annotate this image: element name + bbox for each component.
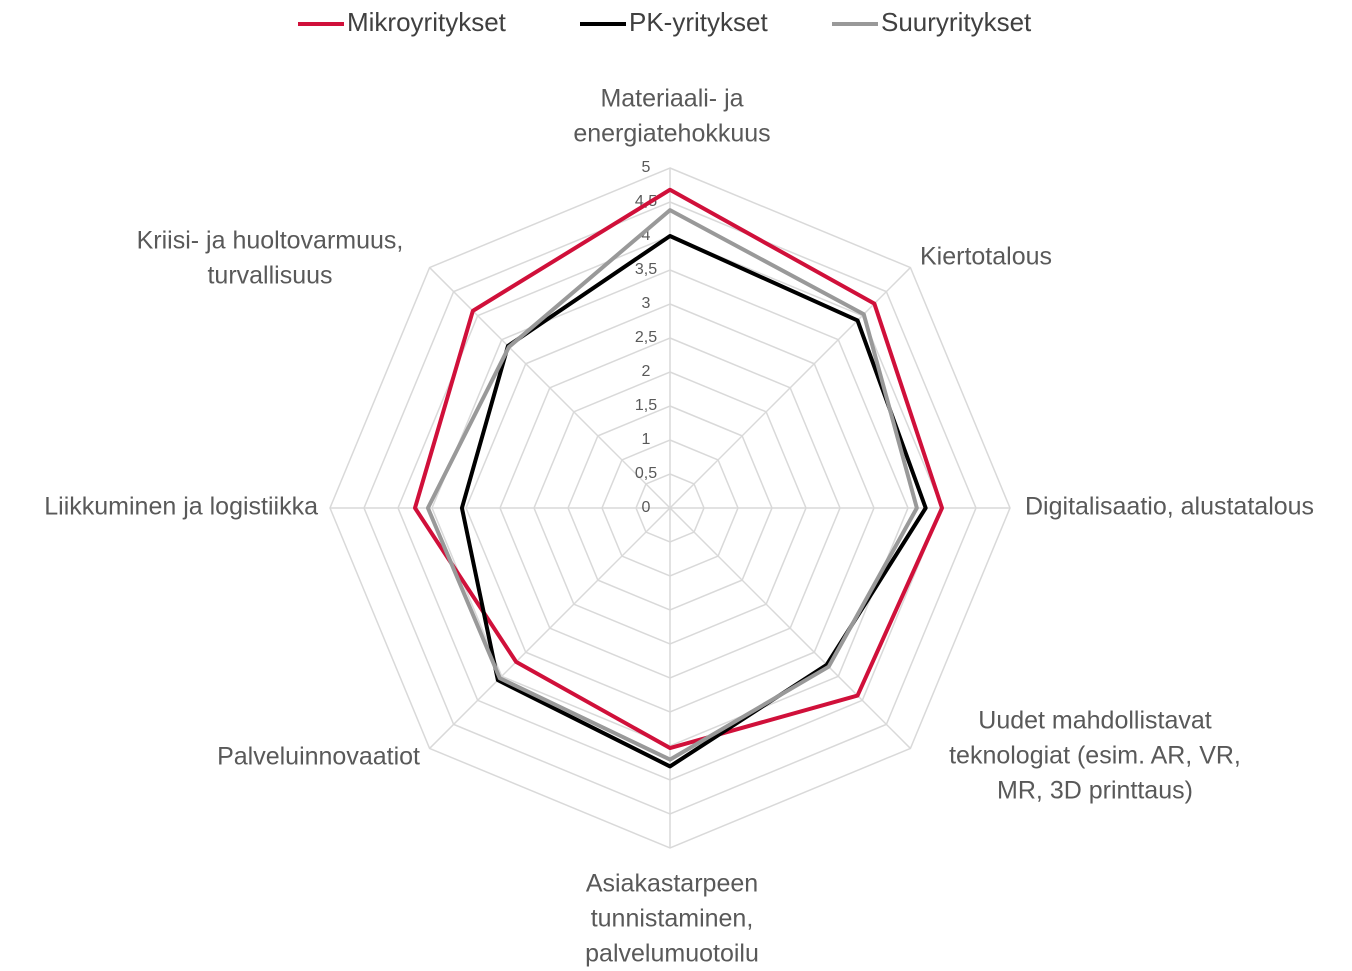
legend-label: Mikroyritykset — [347, 7, 507, 37]
category-label: teknologiat (esim. AR, VR, — [949, 742, 1241, 770]
tick-label: 2 — [642, 363, 651, 380]
category-label: Materiaali- ja — [600, 85, 743, 113]
category-label: tunnistaminen, — [591, 905, 754, 933]
tick-label: 2,5 — [635, 329, 657, 346]
category-label: Uudet mahdollistavat — [978, 707, 1212, 735]
category-label: energiatehokkuus — [573, 120, 770, 148]
tick-label: 5 — [642, 159, 651, 176]
tick-label: 1 — [642, 431, 651, 448]
category-label: Kiertotalous — [920, 243, 1052, 271]
category-label: turvallisuus — [207, 262, 332, 290]
legend-label: Suuryritykset — [881, 7, 1032, 37]
category-label: Palveluinnovaatiot — [217, 743, 420, 771]
category-label: MR, 3D printtaus) — [997, 777, 1193, 805]
spoke — [669, 507, 911, 749]
category-label: Digitalisaatio, alustatalous — [1025, 493, 1314, 521]
spoke — [429, 507, 671, 749]
spoke — [669, 267, 911, 509]
series-line — [459, 234, 928, 769]
category-label: palvelumuotoilu — [585, 940, 759, 968]
tick-label: 3,5 — [635, 261, 657, 278]
series-line — [413, 187, 944, 751]
category-label: Liikkuminen ja logistiikka — [44, 493, 318, 521]
tick-label: 4 — [642, 227, 651, 244]
tick-label: 3 — [642, 295, 651, 312]
legend-label: PK-yritykset — [629, 7, 768, 37]
tick-label: 0 — [642, 499, 651, 516]
tick-label: 1,5 — [635, 397, 657, 414]
series-line — [425, 208, 919, 762]
category-label: Kriisi- ja huoltovarmuus, — [137, 227, 404, 255]
category-label: Asiakastarpeen — [586, 870, 758, 898]
tick-label: 0,5 — [635, 465, 657, 482]
spoke — [429, 267, 671, 509]
